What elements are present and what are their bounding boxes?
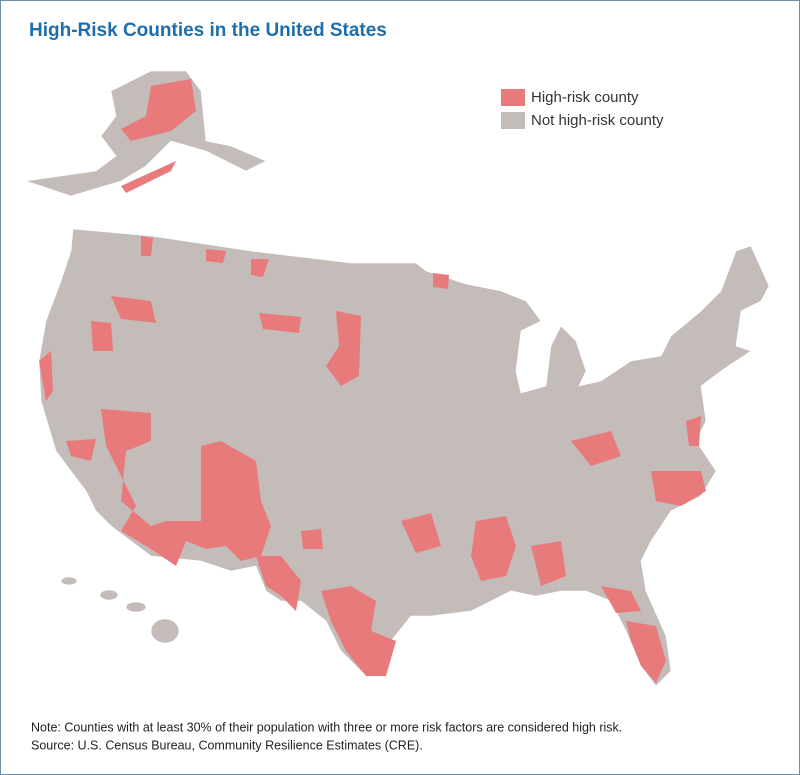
high-risk-area [571,431,621,466]
high-risk-areas [39,79,706,683]
high-risk-area [66,439,96,461]
hawaii-island [99,589,119,601]
high-risk-area [206,249,226,263]
hawaii-island [60,576,78,586]
high-risk-area [121,79,196,141]
high-risk-area [531,541,566,586]
high-risk-area [326,311,361,386]
high-risk-area [111,296,156,323]
legend-label: High-risk county [531,89,639,106]
high-risk-area [601,586,641,613]
high-risk-area [101,409,271,566]
source: Source: U.S. Census Bureau, Community Re… [31,738,423,752]
hawaii-island [150,618,180,644]
high-risk-area [626,621,666,683]
high-risk-area [433,273,449,289]
legend-label: Not high-risk county [531,112,664,129]
legend: High-risk county Not high-risk county [501,89,664,129]
high-risk-area [321,586,396,676]
high-risk-area [251,259,269,277]
high-risk-area [39,351,53,401]
high-risk-area [256,556,301,611]
high-risk-area [686,416,701,446]
map [25,70,770,687]
high-risk-area [141,236,153,256]
title: High-Risk Counties in the United States [29,20,387,41]
legend-swatch [501,89,525,106]
high-risk-area [91,321,113,351]
legend-swatch [501,112,525,129]
high-risk-area [471,516,516,581]
high-risk-area [259,313,301,333]
high-risk-area [401,513,441,553]
contiguous-us [38,228,770,687]
high-risk-area [301,529,323,549]
note: Note: Counties with at least 30% of thei… [31,720,622,734]
high-risk-area [121,161,176,193]
hawaii-island [125,601,147,613]
high-risk-area [651,471,706,506]
